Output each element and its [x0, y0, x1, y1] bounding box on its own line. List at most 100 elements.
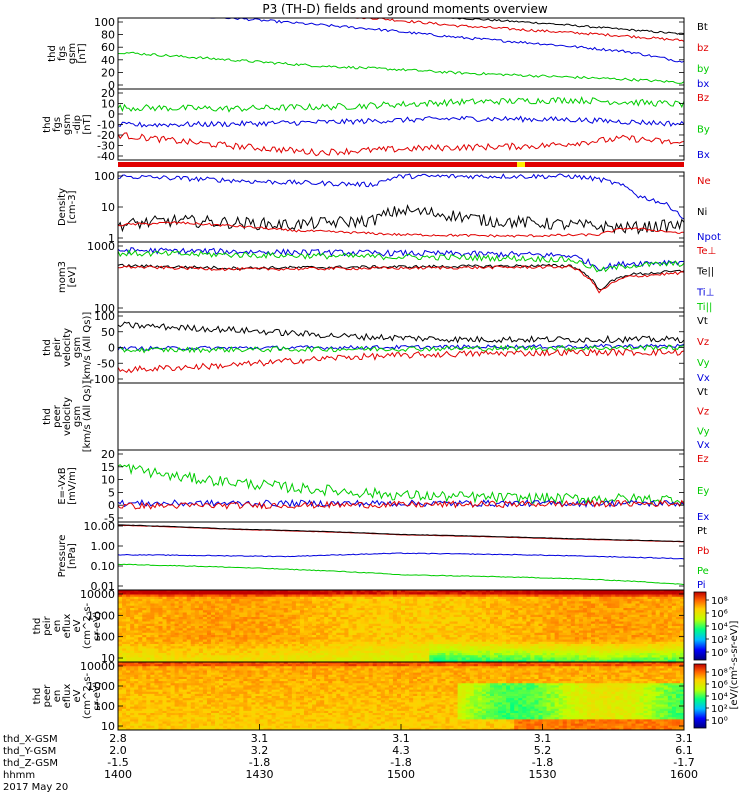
spectrogram-cell [170, 644, 175, 647]
spectrogram-cell [231, 612, 236, 616]
spectrogram-cell [352, 617, 357, 620]
spectrogram-cell [380, 662, 386, 665]
spectrogram-cell [299, 637, 305, 640]
spectrogram-cell [308, 659, 313, 663]
spectrogram-cell [295, 641, 301, 645]
spectrogram-cell [623, 635, 628, 638]
spectrogram-cell [679, 655, 685, 658]
spectrogram-cell [295, 594, 301, 598]
spectrogram-cell [498, 601, 503, 604]
spectrogram-cell [655, 659, 661, 663]
spectrogram-cell [514, 664, 519, 667]
spectrogram-cell [643, 639, 649, 643]
spectrogram-cell [493, 626, 499, 629]
spectrogram-cell [615, 639, 620, 643]
spectrogram-cell [287, 637, 293, 640]
spectrogram-cell [162, 639, 167, 643]
spectrogram-cell [324, 639, 329, 643]
spectrogram-cell [558, 632, 564, 636]
spectrogram-cell [299, 664, 305, 667]
spectrogram-cell [166, 644, 171, 647]
spectrogram-cell [340, 601, 345, 604]
spectrogram-cell [542, 599, 547, 602]
spectrogram-cell [332, 657, 337, 661]
spectrogram-cell [514, 639, 519, 643]
spectrogram-cell [239, 617, 244, 620]
spectrogram-cell [667, 596, 673, 600]
spectrogram-cell [126, 646, 131, 649]
spectrogram-cell [312, 632, 317, 636]
spectrogram-cell [190, 653, 196, 656]
spectrogram-cell [158, 619, 163, 622]
spectrogram-cell [667, 650, 673, 654]
spectrogram-cell [647, 617, 653, 620]
spectrogram-cell [550, 644, 556, 647]
legend-label: Pe [697, 566, 709, 577]
spectrogram-cell [368, 623, 374, 627]
spectrogram-cell [655, 614, 661, 618]
spectrogram-cell [223, 619, 228, 622]
spectrogram-cell [166, 664, 171, 667]
spectrogram-cell [295, 608, 301, 611]
spectrogram-cell [320, 617, 325, 620]
spectrogram-cell [530, 650, 535, 654]
spectrogram-cell [303, 612, 309, 616]
spectrogram-cell [413, 657, 418, 661]
spectrogram-cell [372, 590, 378, 593]
spectrogram-cell [118, 614, 123, 618]
spectrogram-cell [162, 626, 167, 629]
spectrogram-cell [134, 599, 139, 602]
spectrogram-cell [364, 655, 370, 658]
spectrogram-cell [154, 657, 159, 661]
spectrogram-cell [481, 637, 487, 640]
spectrogram-cell [388, 628, 394, 631]
spectrogram-cell [679, 648, 685, 652]
spectrogram-cell [243, 619, 248, 622]
spectrogram-cell [239, 596, 244, 600]
spectrogram-cell [259, 619, 264, 622]
y-tick-label: 10.00 [84, 520, 116, 533]
spectrogram-cell [667, 662, 673, 665]
spectrogram-cell [457, 662, 463, 665]
spectrogram-cell [582, 623, 588, 627]
spectrogram-cell [210, 628, 216, 631]
spectrogram-cell [453, 623, 458, 627]
spectrogram-cell [635, 628, 640, 631]
spectrogram-cell [574, 639, 580, 643]
legend-label: Ex [697, 512, 709, 523]
spectrogram-cell [558, 644, 564, 647]
spectrogram-cell [651, 650, 657, 654]
spectrogram-cell [190, 603, 196, 607]
spectrogram-cell [591, 612, 596, 616]
spectrogram-cell [591, 639, 596, 643]
spectrogram-cell [413, 628, 418, 631]
spectrogram-cell [251, 621, 256, 625]
spectrogram-cell [401, 659, 406, 663]
spectrogram-cell [279, 601, 285, 604]
spectrogram-cell [607, 614, 612, 618]
spectrogram-cell [170, 610, 175, 613]
spectrogram-cell [591, 596, 596, 600]
spectrogram-cell [118, 612, 123, 616]
spectrogram-cell [291, 594, 297, 598]
spectrogram-cell [510, 599, 515, 602]
spectrogram-cell [522, 603, 527, 607]
spectrogram-cell [215, 628, 220, 631]
spectrogram-cell [324, 603, 329, 607]
spectrogram-cell [340, 590, 345, 593]
spectrogram-cell [122, 596, 127, 600]
spectrogram-cell [182, 639, 188, 643]
spectrogram-cell [388, 646, 394, 649]
spectrogram-cell [227, 612, 232, 616]
spectrogram-cell [413, 621, 418, 625]
spectrogram-cell [158, 653, 163, 656]
spectrogram-cell [219, 601, 224, 604]
spectrogram-cell [465, 601, 471, 604]
spectrogram-cell [639, 596, 644, 600]
spectrogram-cell [320, 628, 325, 631]
spectrogram-cell [578, 594, 584, 598]
spectrogram-cell [198, 621, 204, 625]
spectrogram-cell [396, 650, 402, 654]
spectrogram-cell [130, 603, 135, 607]
spectrogram-cell [485, 590, 491, 593]
